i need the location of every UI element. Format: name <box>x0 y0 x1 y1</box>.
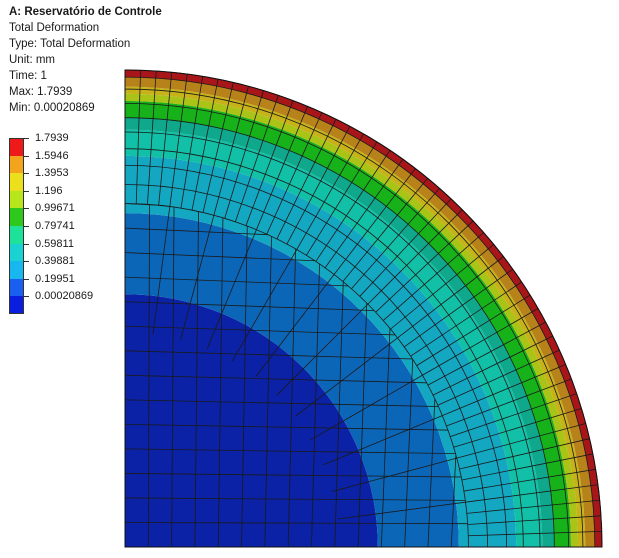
legend-tick <box>24 296 29 298</box>
result-unit: Unit: mm <box>9 54 55 66</box>
legend-swatch <box>9 138 24 156</box>
legend-label: 0.00020869 <box>35 290 94 303</box>
legend-tick <box>24 173 29 175</box>
result-time: Time: 1 <box>9 70 47 82</box>
result-name: Total Deformation <box>9 22 100 34</box>
result-min: Min: 0.00020869 <box>9 102 95 114</box>
legend-swatch <box>9 190 24 209</box>
legend-label: 1.196 <box>35 184 63 197</box>
legend-label: 1.7939 <box>35 132 69 144</box>
legend-label: 0.79741 <box>35 219 75 232</box>
legend-tick <box>24 278 29 280</box>
legend-swatch <box>9 225 24 244</box>
legend-tick <box>24 138 29 139</box>
legend-label: 0.19951 <box>35 272 75 285</box>
legend-swatch <box>9 278 24 297</box>
legend-label: 1.5946 <box>35 149 69 162</box>
result-title: A: Reservatório de Controle <box>9 6 162 18</box>
contour-band <box>125 129 543 547</box>
result-max: Max: 1.7939 <box>9 86 73 98</box>
result-type: Type: Total Deformation <box>9 38 131 50</box>
legend-tick <box>24 190 29 192</box>
legend-tick <box>24 261 29 263</box>
legend-label: 0.59811 <box>35 237 74 250</box>
model-outline <box>124 69 603 548</box>
legend-swatch <box>9 173 24 191</box>
legend-label: 0.39881 <box>35 255 75 268</box>
legend-label: 0.99671 <box>35 202 75 215</box>
legend-label: 1.3953 <box>35 167 69 180</box>
contour-band <box>125 294 378 547</box>
contour-band <box>125 213 459 547</box>
legend-swatch <box>9 208 24 226</box>
legend-swatch <box>9 243 24 262</box>
contour-band <box>125 155 517 548</box>
legend-swatch <box>9 296 24 314</box>
legend-tick <box>24 225 29 227</box>
legend-swatch <box>9 261 24 279</box>
legend-swatch <box>9 155 24 174</box>
legend-tick <box>24 243 29 245</box>
legend-tick <box>24 155 29 157</box>
legend-tick <box>24 208 29 210</box>
result-info: A: Reservatório de Controle Total Deform… <box>9 4 162 116</box>
